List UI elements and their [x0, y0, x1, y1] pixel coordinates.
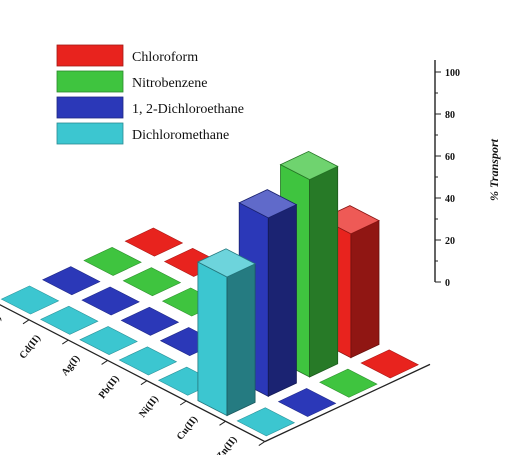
bar-side-face [350, 219, 380, 359]
bar-base-tile [118, 346, 178, 376]
category-label: Cu(II) [175, 414, 200, 442]
bar-nitrobenzene-co-ii [83, 246, 142, 276]
bar-base-tile [83, 246, 142, 276]
category-tick [101, 359, 108, 365]
bar-base-tile [360, 349, 419, 379]
z-tick-label: 40 [445, 194, 455, 205]
legend-label: Dichloromethane [132, 128, 229, 143]
category-label: Pb(II) [97, 374, 122, 401]
z-tick-label: 20 [445, 236, 455, 247]
z-axis: 0 20 40 60 80 100 [434, 60, 460, 289]
bar-dichloromethane-pb-ii [118, 346, 178, 376]
bar-base-tile [79, 326, 138, 356]
bar-chloroform-zn-ii [360, 349, 419, 379]
z-tick-label: 80 [445, 110, 455, 121]
category-label: Co(II) [0, 313, 4, 341]
category-axis-line [0, 304, 266, 443]
bar-base-tile [236, 407, 296, 437]
category-label: Ag(I) [60, 353, 83, 378]
legend-swatch [56, 44, 124, 67]
bar-base-tile [81, 286, 140, 316]
floor-grid [0, 304, 431, 447]
bar-chloroform-co-ii [124, 227, 184, 257]
bar-front-face [197, 261, 228, 417]
z-axis-title: % Transport [487, 138, 501, 201]
legend-label: Chloroform [132, 50, 198, 65]
bar-top-face [238, 189, 298, 219]
legend-item-chloroform: Chloroform [56, 44, 198, 67]
category-tick [62, 339, 69, 345]
bars [0, 150, 419, 437]
bar-base-tile [0, 285, 60, 315]
legend: Chloroform Nitrobenzene 1, 2-Dichloroethan… [56, 44, 244, 145]
bar-base-tile [120, 306, 180, 336]
bar-top-face [196, 248, 257, 278]
z-tick-label: 100 [445, 68, 460, 79]
legend-item-nitrobenzene: Nitrobenzene [56, 70, 207, 93]
legend-label: Nitrobenzene [132, 76, 207, 91]
bar-base-tile [42, 266, 101, 296]
bar-side-face [309, 165, 339, 378]
category-label: Zn(II) [214, 434, 239, 455]
z-tick-label: 60 [445, 152, 455, 163]
category-tick [219, 420, 226, 426]
category-label: Ni(II) [137, 394, 161, 420]
bar-dichloromethane-cu-ii [196, 248, 257, 417]
bar-side-face [226, 263, 256, 417]
bar-1-2-dichloroethane-zn-ii [277, 388, 337, 417]
bar-nitrobenzene-zn-ii [319, 368, 378, 398]
category-label: Cd(II) [18, 333, 43, 361]
category-tick [140, 380, 148, 386]
bar-base-tile [124, 227, 184, 257]
bar-dichloromethane-ag-i [79, 326, 138, 356]
bar-base-tile [40, 305, 99, 335]
category-tick [258, 441, 266, 447]
bar-side-face [267, 203, 297, 397]
bar-base-tile [122, 267, 182, 297]
series-axis-line [264, 363, 431, 443]
legend-swatch [56, 96, 124, 119]
bar-1-2-dichloroethane-ag-i [120, 306, 180, 336]
legend-item-1-2-dichloroethane: 1, 2-Dichloroethane [56, 96, 244, 119]
bar-1-2-dichloroethane-co-ii [42, 266, 101, 296]
bar-dichloromethane-zn-ii [236, 407, 296, 437]
legend-label: 1, 2-Dichloroethane [132, 102, 244, 117]
legend-item-dichloromethane: Dichloromethane [56, 122, 229, 145]
bar-dichloromethane-co-ii [0, 285, 60, 315]
bar-1-2-dichloroethane-cd-ii [81, 286, 140, 316]
bar-top-face [279, 150, 339, 181]
bar-base-tile [277, 388, 337, 417]
category-tick [22, 319, 30, 325]
bar-nitrobenzene-cd-ii [122, 267, 182, 297]
z-tick-label: 0 [445, 278, 450, 289]
legend-swatch [56, 70, 124, 93]
bar-base-tile [319, 368, 378, 398]
bar-dichloromethane-cd-ii [40, 305, 99, 335]
category-tick [179, 400, 187, 406]
legend-swatch [56, 122, 124, 145]
